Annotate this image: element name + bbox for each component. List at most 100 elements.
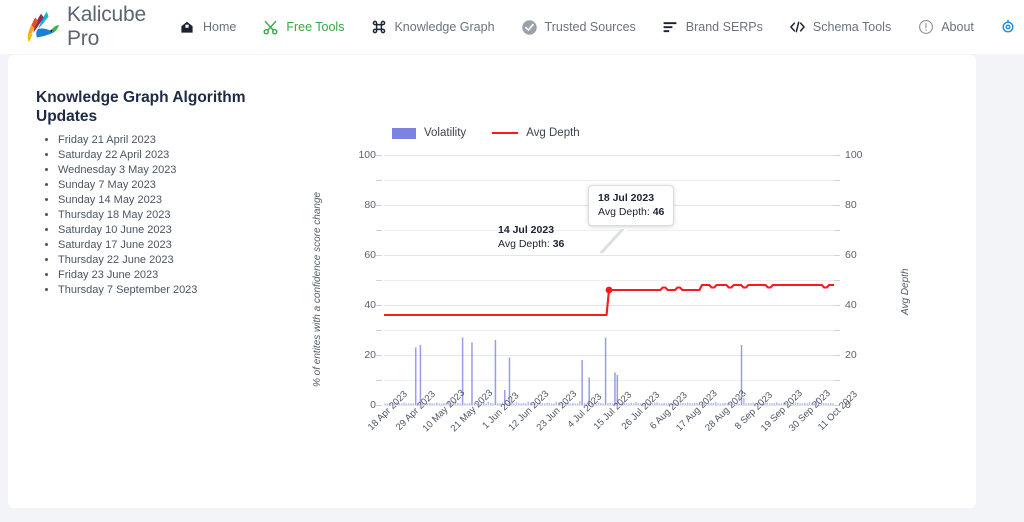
volatility-bar	[457, 403, 459, 405]
volatility-bar	[771, 403, 773, 405]
volatility-bar	[557, 402, 560, 405]
nav-item-work-with-us[interactable]: Work With Us	[987, 19, 1024, 36]
volatility-bar	[548, 403, 551, 405]
y-tick-label: 40	[364, 298, 376, 311]
volatility-bar	[572, 402, 574, 405]
volatility-bar	[497, 403, 499, 405]
volatility-bar	[450, 402, 452, 405]
volatility-bar	[567, 403, 569, 405]
list-item: Thursday 22 June 2023	[58, 253, 286, 268]
volatility-bar	[506, 403, 508, 405]
volatility-bar	[574, 403, 576, 405]
legend-label: Avg Depth	[526, 127, 580, 139]
algorithm-updates-list: Friday 21 April 2023Saturday 22 April 20…	[36, 133, 286, 298]
volatility-bar	[447, 401, 450, 405]
volatility-bar	[609, 402, 612, 405]
nav-item-schema-tools[interactable]: Schema Tools	[776, 19, 904, 36]
volatility-bar	[429, 403, 431, 405]
nav-item-home[interactable]: Home	[166, 19, 249, 36]
volatility-bar	[513, 403, 515, 405]
nav-item-knowledge-graph[interactable]: Knowledge Graph	[357, 19, 507, 36]
volatility-bar	[593, 403, 595, 405]
volatility-bar	[651, 403, 654, 405]
command-icon	[370, 19, 387, 36]
volatility-bar	[724, 402, 726, 405]
nav-item-label: Schema Tools	[812, 20, 892, 34]
axis-tick-mark	[376, 205, 382, 206]
volatility-bar	[759, 403, 762, 405]
volatility-bar	[478, 403, 480, 405]
list-item: Saturday 22 April 2023	[58, 148, 286, 163]
volatility-bar	[522, 402, 525, 405]
volatility-bar	[452, 402, 454, 405]
volatility-bar	[799, 403, 801, 405]
volatility-bar	[668, 403, 670, 405]
volatility-bar	[504, 390, 506, 405]
axis-tick-mark	[834, 305, 840, 306]
brand[interactable]: Kalicube Pro	[22, 3, 146, 51]
y-tick-label: 60	[845, 248, 857, 261]
volatility-bar	[820, 403, 822, 405]
volatility-bar	[508, 357, 511, 405]
tooltip-pointer-icon	[599, 229, 628, 255]
volatility-bar	[471, 342, 473, 405]
list-item: Sunday 14 May 2023	[58, 193, 286, 208]
volatility-bar	[464, 403, 466, 405]
volatility-bar	[588, 377, 590, 405]
list-item: Friday 23 June 2023	[58, 268, 286, 283]
axis-tick-mark	[834, 230, 840, 231]
volatility-bar	[778, 403, 780, 405]
volatility-bar	[529, 403, 532, 405]
volatility-bar	[806, 403, 808, 405]
volatility-bar	[579, 401, 581, 405]
volatility-bar	[520, 403, 522, 405]
volatility-bar	[649, 402, 651, 405]
nav-item-brand-serps[interactable]: Brand SERPs	[649, 19, 776, 36]
nav-item-trusted-sources[interactable]: Trusted Sources	[508, 19, 649, 36]
tooltip-metric-value: 46	[652, 206, 665, 218]
volatility-bar	[757, 402, 759, 405]
volatility-bar	[595, 403, 597, 405]
page-title: Knowledge Graph Algorithm Updates	[36, 89, 246, 126]
volatility-bar	[794, 402, 797, 405]
volatility-bar	[461, 337, 464, 405]
volatility-bar	[672, 402, 675, 405]
volatility-bar	[492, 403, 494, 405]
axis-tick-mark	[834, 280, 840, 281]
volatility-bar	[417, 403, 419, 405]
volatility-bar	[630, 402, 633, 405]
legend-item-volatility[interactable]: Volatility	[392, 127, 466, 139]
nav-item-about[interactable]: About	[904, 19, 987, 36]
volatility-bar	[754, 403, 757, 405]
nav-items: Home Free Tools Knowledge Graph	[166, 19, 1024, 36]
volatility-bar	[740, 345, 743, 405]
volatility-bar	[832, 403, 834, 405]
volatility-bar	[768, 403, 771, 405]
axis-tick-mark	[376, 380, 382, 381]
volatility-bar	[775, 402, 778, 405]
volatility-bar	[414, 347, 417, 405]
volatility-bar	[424, 403, 426, 405]
chart-series-svg	[384, 283, 834, 405]
annotation-metric-label: Avg Depth:	[498, 238, 550, 250]
list-bars-icon	[662, 19, 679, 36]
volatility-bar	[454, 401, 457, 405]
volatility-bar	[625, 403, 628, 405]
axis-tick-mark	[834, 155, 840, 156]
gridline	[384, 330, 834, 331]
volatility-bar	[677, 402, 679, 405]
volatility-bar	[422, 403, 424, 405]
volatility-bar	[546, 402, 548, 405]
volatility-bar	[403, 402, 405, 405]
nav-item-label: About	[941, 20, 974, 34]
volatility-bar	[614, 372, 616, 405]
volatility-bar	[494, 340, 497, 405]
axis-tick-mark	[834, 255, 840, 256]
list-item: Saturday 10 June 2023	[58, 223, 286, 238]
legend-item-avg-depth[interactable]: Avg Depth	[492, 127, 580, 139]
volatility-bar	[647, 403, 649, 405]
nav-item-free-tools[interactable]: Free Tools	[249, 19, 357, 36]
avg-depth-highlight-point[interactable]	[605, 286, 613, 294]
annotation-date: 14 Jul 2023	[498, 224, 555, 236]
volatility-bar	[389, 403, 391, 405]
